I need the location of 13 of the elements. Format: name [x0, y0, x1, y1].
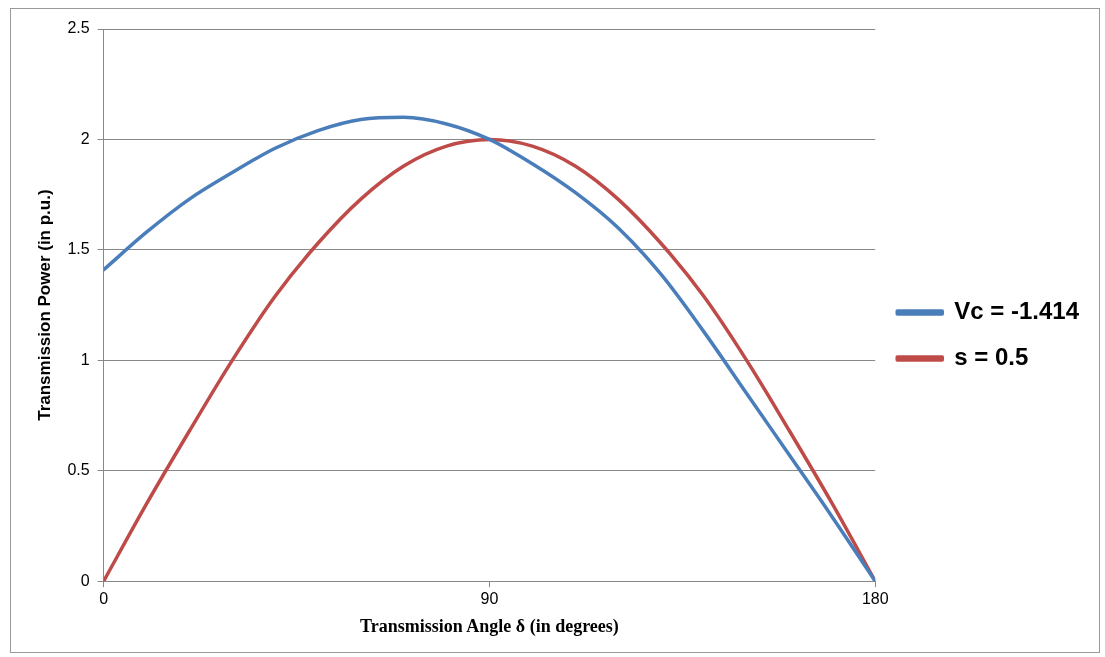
- y-axis-title: Transmission Power (in p.u.): [34, 189, 54, 421]
- x-axis-title: Transmission Angle δ (in degrees): [360, 615, 619, 637]
- y-tick-label: 0.5: [67, 461, 90, 479]
- legend-label: s = 0.5: [954, 343, 1029, 371]
- x-tick-label: 0: [99, 590, 109, 608]
- x-tick-label: 90: [480, 590, 499, 608]
- y-tick-label: 2.5: [67, 19, 90, 37]
- y-tick-label: 2: [80, 129, 90, 147]
- legend-label: Vc = -1.414: [954, 297, 1080, 325]
- y-tick-label: 1.5: [67, 240, 90, 258]
- x-tick-label: 180: [861, 590, 889, 608]
- y-tick-label: 1: [80, 350, 90, 368]
- y-tick-label: 0: [80, 571, 90, 589]
